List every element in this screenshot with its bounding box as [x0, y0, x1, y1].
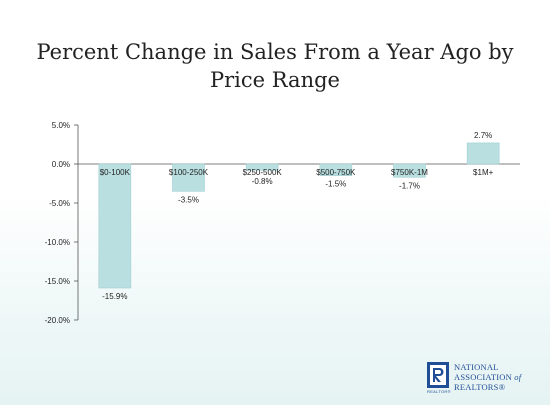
logo-line-association: ASSOCIATION of: [454, 372, 521, 382]
data-label: -3.5%: [178, 195, 199, 204]
category-label: $1M+: [473, 168, 494, 177]
bar: [319, 163, 353, 176]
y-tick-label: -5.0%: [49, 199, 70, 208]
y-tick-label: -20.0%: [45, 316, 70, 325]
logo-word-association: ASSOCIATION: [454, 372, 512, 382]
logo-word-realtors: REALTORS: [454, 382, 499, 392]
logo-word-of: of: [514, 372, 522, 382]
y-tick-label: 5.0%: [52, 121, 70, 130]
logo-mark-caption: REALTOR®: [427, 389, 451, 394]
data-label: -15.9%: [102, 292, 127, 301]
realtors-logo: REALTOR® NATIONAL ASSOCIATION of REALTOR…: [427, 362, 539, 398]
y-tick-label: -15.0%: [45, 277, 70, 286]
bar: [245, 163, 279, 171]
category-label: $0-100K: [100, 168, 131, 177]
logo-wordmark: NATIONAL ASSOCIATION of REALTORS®: [454, 362, 521, 392]
logo-line-national: NATIONAL: [454, 362, 499, 372]
bar: [98, 163, 132, 289]
bar: [172, 163, 205, 192]
category-label: $100-250K: [169, 168, 209, 177]
logo-line-realtors: REALTORS®: [454, 382, 521, 392]
y-tick-label: 0.0%: [52, 160, 70, 169]
bar: [466, 142, 500, 165]
data-label: -1.5%: [325, 180, 346, 189]
data-label: 2.7%: [474, 131, 492, 140]
bar: [393, 163, 426, 178]
logo-registered-mark: ®: [498, 382, 506, 392]
data-label: -0.8%: [252, 177, 273, 186]
y-tick-label: -10.0%: [45, 238, 70, 247]
page-title: Percent Change in Sales From a Year Ago …: [36, 40, 514, 92]
category-label: $500-750K: [316, 168, 356, 177]
realtor-r-logo-icon: [427, 362, 449, 388]
category-label: $750K-1M: [391, 168, 428, 177]
category-label: $250-500K: [243, 168, 283, 177]
data-label: -1.7%: [399, 181, 420, 190]
